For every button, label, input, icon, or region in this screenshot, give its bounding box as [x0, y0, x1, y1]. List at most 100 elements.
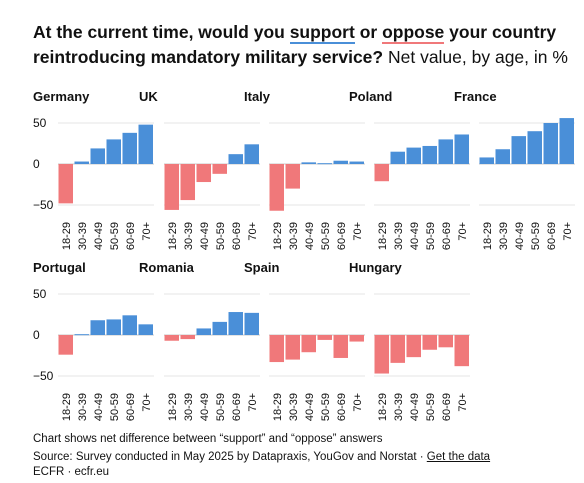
x-tick-label: 50-59 — [109, 393, 121, 421]
bar-uk-18-29 — [164, 164, 179, 210]
bar-germany-40-49 — [90, 148, 105, 164]
x-tick-label: 30-39 — [393, 393, 405, 421]
x-tick-label: 60-69 — [125, 222, 137, 250]
x-tick-label: 70+ — [141, 393, 153, 412]
bar-italy-30-39 — [285, 164, 300, 189]
bar-spain-50-59 — [317, 335, 332, 340]
x-tick-label: 30-39 — [288, 222, 300, 250]
bar-germany-18-29 — [58, 164, 73, 204]
bar-spain-18-29 — [269, 335, 284, 363]
bar-hungary-60-69 — [438, 335, 453, 348]
x-tick-label: 60-69 — [441, 222, 453, 250]
x-tick-label: 50-59 — [530, 222, 542, 250]
x-tick-label: 30-39 — [183, 222, 195, 250]
y-tick-label: −50 — [33, 369, 54, 383]
x-tick-label: 40-49 — [409, 222, 421, 250]
panel-romania: Romania 18-29 30-39 40-49 50-59 60-69 70+ — [139, 260, 260, 421]
bar-romania-18-29 — [164, 335, 179, 341]
get-data-link[interactable]: Get the data — [426, 451, 491, 463]
x-tick-label: 30-39 — [77, 222, 89, 250]
x-tick-label: 50-59 — [320, 393, 332, 421]
bar-portugal-60-69 — [122, 315, 137, 335]
bar-poland-18-29 — [374, 164, 389, 182]
support-keyword: support — [289, 22, 355, 44]
panel-title-germany: Germany — [33, 89, 90, 104]
panel-title-spain: Spain — [244, 260, 279, 275]
x-tick-label: 40-49 — [199, 222, 211, 250]
bar-hungary-50-59 — [422, 335, 437, 350]
x-tick-label: 60-69 — [336, 393, 348, 421]
panel-title-poland: Poland — [349, 89, 392, 104]
bar-poland-70+ — [454, 134, 469, 164]
x-tick-label: 18-29 — [167, 222, 179, 250]
bar-spain-60-69 — [333, 335, 348, 358]
x-tick-label: 50-59 — [215, 222, 227, 250]
chart-note: Chart shows net difference between “supp… — [33, 433, 383, 445]
x-tick-label: 18-29 — [61, 222, 73, 250]
x-tick-label: 50-59 — [109, 222, 121, 250]
bar-romania-60-69 — [228, 312, 243, 335]
panel-title-uk: UK — [139, 89, 158, 104]
bar-italy-18-29 — [269, 164, 284, 211]
y-tick-label: 0 — [33, 328, 40, 342]
x-tick-label: 30-39 — [77, 393, 89, 421]
bar-france-18-29 — [479, 157, 494, 164]
source-line: Source: Survey conducted in May 2025 by … — [33, 451, 491, 463]
x-tick-label: 40-49 — [409, 393, 421, 421]
bar-france-70+ — [559, 118, 574, 164]
bar-uk-40-49 — [196, 164, 211, 183]
panel-italy: Italy 18-29 30-39 40-49 50-59 60-69 70+ — [244, 89, 365, 250]
bar-italy-50-59 — [317, 163, 332, 165]
panel-title-romania: Romania — [139, 260, 195, 275]
panel-title-portugal: Portugal — [33, 260, 86, 275]
x-tick-label: 40-49 — [93, 222, 105, 250]
bar-uk-50-59 — [212, 164, 227, 174]
x-tick-label: 70+ — [457, 222, 469, 241]
bar-hungary-30-39 — [390, 335, 405, 363]
x-tick-label: 30-39 — [393, 222, 405, 250]
x-tick-label: 50-59 — [425, 222, 437, 250]
bar-uk-70+ — [244, 144, 259, 164]
x-tick-label: 18-29 — [482, 222, 494, 250]
bar-france-60-69 — [543, 123, 558, 164]
x-tick-label: 60-69 — [231, 393, 243, 421]
x-tick-label: 18-29 — [61, 393, 73, 421]
bar-portugal-50-59 — [106, 319, 121, 335]
x-tick-label: 18-29 — [377, 393, 389, 421]
bar-poland-30-39 — [390, 151, 405, 164]
bar-romania-40-49 — [196, 328, 211, 335]
bar-portugal-70+ — [138, 324, 153, 335]
x-tick-label: 70+ — [352, 393, 364, 412]
bar-uk-30-39 — [180, 164, 195, 201]
x-tick-label: 60-69 — [231, 222, 243, 250]
bar-spain-30-39 — [285, 335, 300, 360]
x-tick-label: 50-59 — [215, 393, 227, 421]
bar-hungary-70+ — [454, 335, 469, 367]
panel-germany: Germany 50 0 −50 18-29 30-39 40-49 50-59 60-69 70… — [33, 89, 154, 250]
bar-romania-70+ — [244, 312, 259, 335]
x-tick-label: 50-59 — [425, 393, 437, 421]
x-tick-label: 60-69 — [125, 393, 137, 421]
x-tick-label: 30-39 — [288, 393, 300, 421]
x-tick-label: 60-69 — [336, 222, 348, 250]
y-tick-label: −50 — [33, 198, 54, 212]
x-tick-label: 50-59 — [320, 222, 332, 250]
x-tick-label: 18-29 — [272, 393, 284, 421]
bar-germany-50-59 — [106, 139, 121, 164]
bar-portugal-30-39 — [74, 334, 89, 336]
x-tick-label: 70+ — [247, 222, 259, 241]
bar-spain-70+ — [349, 335, 364, 342]
bar-germany-70+ — [138, 124, 153, 164]
panel-title-france: France — [454, 89, 497, 104]
x-tick-label: 70+ — [562, 222, 574, 241]
bar-romania-50-59 — [212, 321, 227, 335]
bar-spain-40-49 — [301, 335, 316, 353]
bar-poland-40-49 — [406, 147, 421, 164]
panel-hungary: Hungary 18-29 30-39 40-49 50-59 60-69 70+ — [349, 260, 470, 421]
panel-title-hungary: Hungary — [349, 260, 403, 275]
x-tick-label: 70+ — [247, 393, 259, 412]
panel-portugal: Portugal 50 0 −50 18-29 30-39 40-49 50-59 60-69 7… — [33, 260, 154, 421]
chart-title: At the current time, would you support o… — [33, 22, 568, 67]
bar-france-50-59 — [527, 131, 542, 164]
bar-italy-40-49 — [301, 162, 316, 164]
